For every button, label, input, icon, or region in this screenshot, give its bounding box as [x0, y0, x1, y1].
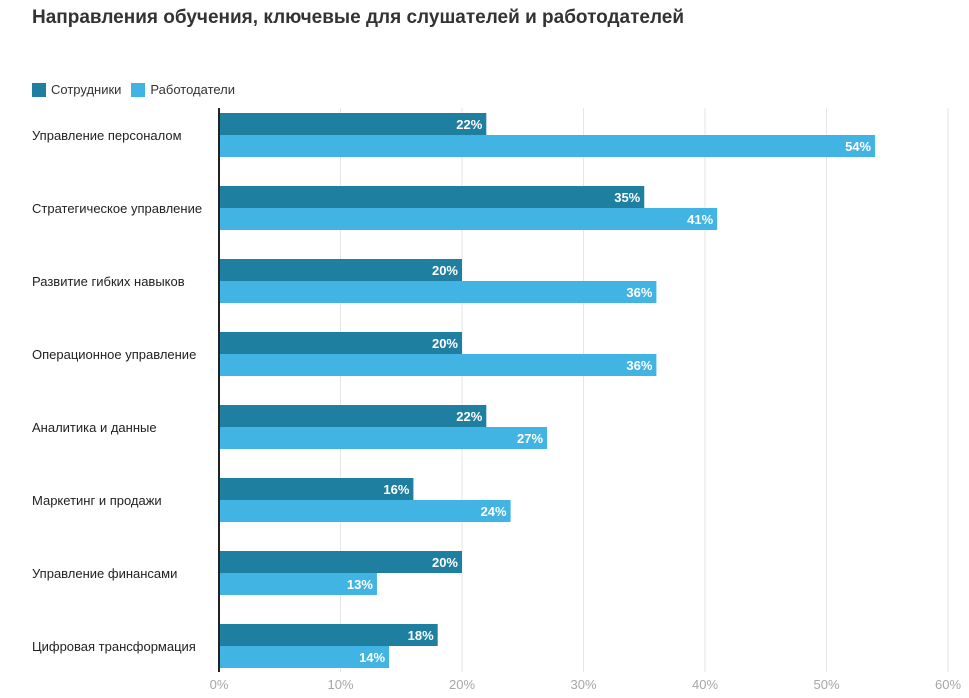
bar-value-label: 36% — [626, 358, 652, 373]
bar-value-label: 20% — [432, 555, 458, 570]
bar-value-label: 35% — [614, 190, 640, 205]
legend-swatch-employees — [32, 82, 46, 97]
bar-value-label: 22% — [456, 117, 482, 132]
bar-value-label: 22% — [456, 409, 482, 424]
bar — [219, 186, 645, 208]
bar-value-label: 27% — [517, 431, 543, 446]
x-tick-label: 20% — [449, 677, 475, 692]
category-label: Цифровая трансформация — [32, 639, 196, 654]
bar — [219, 405, 487, 427]
bar — [219, 113, 487, 135]
bar — [219, 624, 438, 646]
x-tick-label: 50% — [813, 677, 839, 692]
bar — [219, 573, 377, 595]
category-label: Развитие гибких навыков — [32, 274, 185, 289]
bar-value-label: 20% — [432, 263, 458, 278]
x-tick-label: 0% — [210, 677, 229, 692]
bar — [219, 551, 462, 573]
x-tick-label: 60% — [935, 677, 961, 692]
bar-value-label: 54% — [845, 139, 871, 154]
category-label: Операционное управление — [32, 347, 196, 362]
bar-value-label: 14% — [359, 650, 385, 665]
bar-value-label: 24% — [481, 504, 507, 519]
bar — [219, 646, 390, 668]
category-label: Стратегическое управление — [32, 201, 202, 216]
category-label: Маркетинг и продажи — [32, 493, 162, 508]
bar-value-label: 16% — [383, 482, 409, 497]
bar — [219, 259, 462, 281]
chart-legend: Сотрудники Работодатели — [32, 82, 245, 97]
legend-item-employees: Сотрудники — [32, 82, 121, 97]
bar — [219, 281, 657, 303]
bar-value-label: 13% — [347, 577, 373, 592]
category-label: Управление финансами — [32, 566, 177, 581]
bar-value-label: 41% — [687, 212, 713, 227]
category-label: Аналитика и данные — [32, 420, 157, 435]
x-tick-label: 30% — [570, 677, 596, 692]
chart-title: Направления обучения, ключевые для слуша… — [32, 7, 685, 28]
bar — [219, 135, 876, 157]
x-tick-label: 40% — [692, 677, 718, 692]
bar — [219, 208, 718, 230]
bar — [219, 478, 414, 500]
legend-label-employers: Работодатели — [150, 82, 236, 97]
bar-value-label: 18% — [408, 628, 434, 643]
bar-value-label: 36% — [626, 285, 652, 300]
category-label: Управление персоналом — [32, 128, 182, 143]
bar — [219, 427, 548, 449]
legend-swatch-employers — [131, 82, 146, 97]
legend-item-employers: Работодатели — [131, 82, 235, 97]
bar-value-label: 20% — [432, 336, 458, 351]
bar — [219, 332, 462, 354]
legend-label-employees: Сотрудники — [51, 82, 122, 97]
bar — [219, 500, 511, 522]
bar — [219, 354, 657, 376]
x-tick-label: 10% — [327, 677, 353, 692]
